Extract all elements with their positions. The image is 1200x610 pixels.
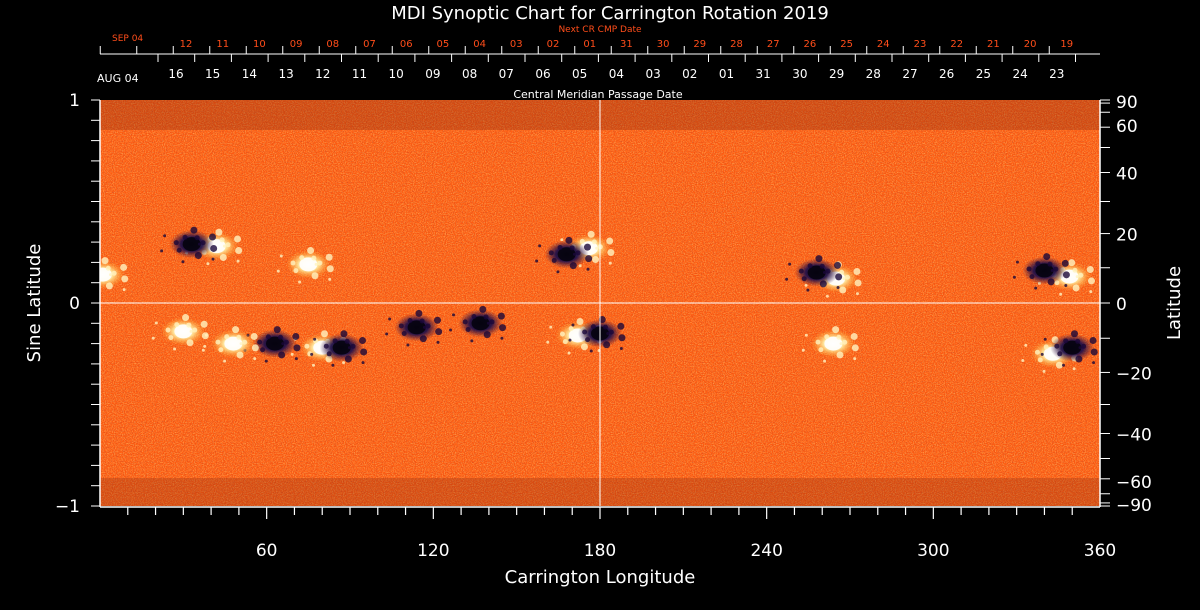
- right-tick-label: −90: [1116, 496, 1152, 516]
- cmp-date-label: 11: [352, 67, 367, 81]
- x-tick-label: 240: [750, 541, 782, 561]
- right-y-ticks: 90 60 40 20 0 −20 −40 −60 −90: [1100, 93, 1152, 516]
- next-date-label: 05: [437, 39, 450, 50]
- cmp-date-label: 14: [242, 67, 257, 81]
- right-tick-label: −60: [1116, 473, 1152, 493]
- x-tick-label: 300: [917, 541, 949, 561]
- cmp-date-label: 02: [682, 67, 697, 81]
- cmp-date-label: 25: [976, 67, 991, 81]
- cmp-date-label: 30: [792, 67, 807, 81]
- cmp-date-label: 01: [719, 67, 734, 81]
- cmp-date-label: 26: [939, 67, 954, 81]
- chart-title: MDI Synoptic Chart for Carrington Rotati…: [391, 3, 829, 24]
- x-axis-label: Carrington Longitude: [505, 567, 696, 588]
- cmp-date-label: 03: [645, 67, 660, 81]
- negative-region-10: [243, 326, 301, 363]
- cmp-date-label: 04: [609, 67, 624, 81]
- cmp-date-label: 23: [1049, 67, 1064, 81]
- next-date-label: 12: [180, 39, 193, 50]
- cmp-date-label: 07: [499, 67, 514, 81]
- next-date-label: 26: [804, 39, 817, 50]
- next-date-label: 11: [216, 39, 229, 50]
- cmp-date-label: 05: [572, 67, 587, 81]
- next-date-label: 02: [547, 39, 560, 50]
- next-date-label: 19: [1060, 39, 1073, 50]
- next-axis-label: Next CR CMP Date: [558, 25, 642, 35]
- right-tick-label: 60: [1116, 117, 1138, 137]
- cmp-start-label: AUG 04: [97, 72, 139, 85]
- next-date-label: 07: [363, 39, 376, 50]
- negative-region-4: [535, 236, 593, 274]
- left-tick-label: 0: [69, 294, 80, 314]
- x-tick-label: 180: [584, 541, 616, 561]
- next-date-label: 08: [326, 39, 339, 50]
- y-axis-label-left: Sine Latitude: [24, 244, 45, 363]
- next-date-label: 23: [914, 39, 927, 50]
- next-date-label: 25: [840, 39, 853, 50]
- magnetogram-map: [100, 100, 1100, 506]
- negative-region-19: [385, 309, 443, 347]
- next-date-label: 21: [987, 39, 1000, 50]
- right-tick-label: −40: [1116, 425, 1152, 445]
- x-tick-label: 60: [256, 541, 278, 561]
- x-tick-label: 360: [1084, 541, 1116, 561]
- right-tick-label: 40: [1116, 165, 1138, 185]
- left-y-ticks: 1 0 −1: [55, 91, 100, 517]
- next-date-label: 03: [510, 39, 523, 50]
- next-axis-start-label: SEP 04: [112, 34, 143, 44]
- next-date-label: 20: [1024, 39, 1037, 50]
- right-tick-label: −20: [1116, 364, 1152, 384]
- next-date-label: 28: [730, 39, 743, 50]
- right-tick-label: 20: [1116, 226, 1138, 246]
- negative-region-8: [1012, 253, 1070, 290]
- next-date-label: 31: [620, 39, 633, 50]
- next-date-label: 27: [767, 39, 780, 50]
- left-tick-label: 1: [69, 91, 80, 111]
- next-date-label: 29: [693, 39, 706, 50]
- next-date-label: 22: [950, 39, 963, 50]
- cmp-axis-ticks: 16 15 14 13 12 11 10 09 08 07 06 05 04 03 02 01 31 30 29 28…: [157, 54, 1076, 81]
- right-tick-label: 0: [1116, 295, 1127, 315]
- cmp-date-label: 29: [829, 67, 844, 81]
- cmp-date-label: 08: [462, 67, 477, 81]
- right-tick-label: 90: [1116, 93, 1138, 113]
- cmp-date-label: 28: [866, 67, 881, 81]
- next-axis-ticks: 12 11 10 09 08 07 06 05 04 03 02 01 31 30 29 28 27 26 25 24…: [99, 39, 1073, 54]
- cmp-date-label: 24: [1012, 67, 1027, 81]
- next-date-label: 04: [473, 39, 486, 50]
- cmp-date-label: 31: [756, 67, 771, 81]
- active-regions: [100, 226, 1098, 373]
- negative-region-1: [160, 226, 218, 264]
- positive-region-18: [100, 257, 129, 292]
- cmp-date-label: 09: [425, 67, 440, 81]
- next-date-label: 06: [400, 39, 413, 50]
- negative-region-17: [1040, 330, 1098, 367]
- positive-region-21: [801, 326, 859, 363]
- cmp-date-label: 13: [278, 67, 293, 81]
- negative-region-20: [449, 305, 507, 343]
- next-date-label: 10: [253, 39, 266, 50]
- cmp-date-label: 12: [315, 67, 330, 81]
- positive-region-2: [276, 246, 334, 284]
- cmp-date-label: 27: [902, 67, 917, 81]
- cmp-date-label: 10: [389, 67, 404, 81]
- x-axis-ticks: 60 120 180 240 300 360: [127, 507, 1116, 561]
- next-date-label: 01: [583, 39, 596, 50]
- positive-region-13: [151, 313, 209, 351]
- left-tick-label: −1: [55, 497, 80, 517]
- cmp-date-label: 16: [168, 67, 183, 81]
- y-axis-label-right: Latitude: [1164, 266, 1185, 340]
- next-date-label: 30: [657, 39, 670, 50]
- negative-region-6: [785, 255, 843, 292]
- cmp-date-label: 06: [535, 67, 550, 81]
- cmp-axis-label: Central Meridian Passage Date: [513, 88, 682, 101]
- next-date-label: 09: [290, 39, 303, 50]
- cmp-date-label: 15: [205, 67, 220, 81]
- next-date-label: 24: [877, 39, 890, 50]
- negative-region-11: [310, 330, 368, 367]
- x-tick-label: 120: [417, 541, 449, 561]
